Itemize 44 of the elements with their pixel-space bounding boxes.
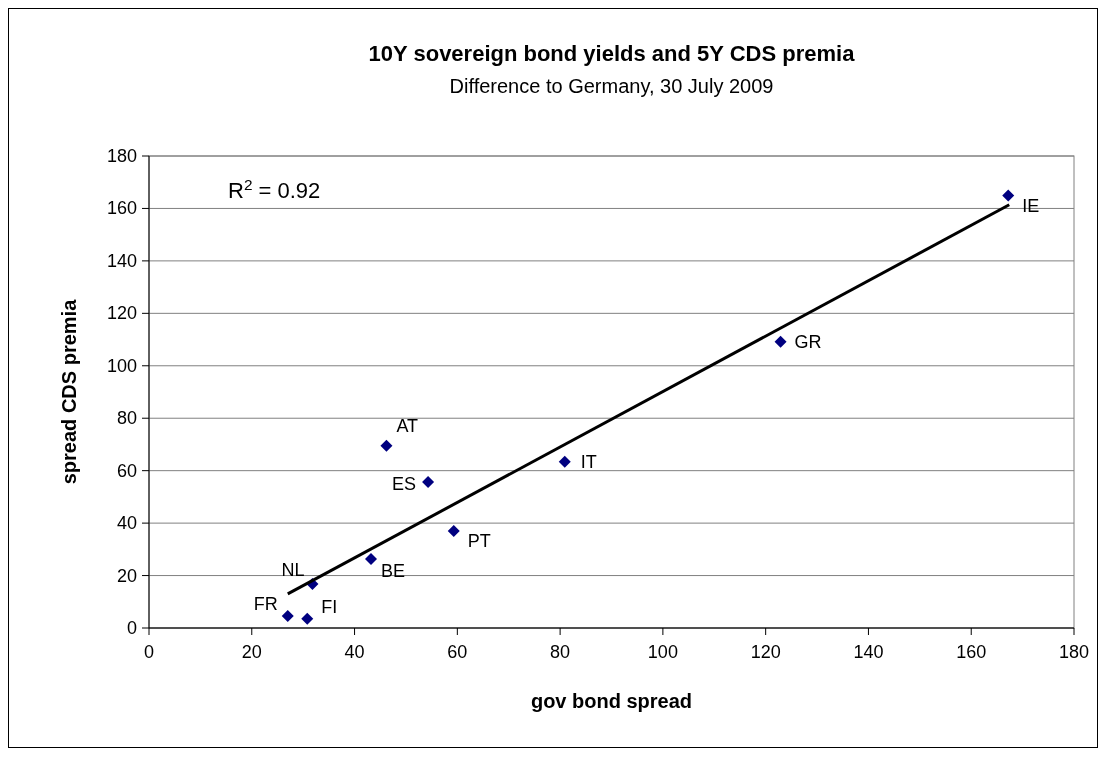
y-tick-label: 180 — [106, 146, 137, 166]
point — [281, 609, 294, 622]
y-tick-label: 100 — [106, 355, 137, 376]
y-tick-label: 20 — [116, 565, 137, 586]
x-tick-label: 20 — [241, 642, 262, 662]
point — [380, 439, 393, 452]
x-tick-label: 80 — [550, 642, 571, 662]
y-tick-label: 160 — [106, 198, 137, 219]
x-tick-label: 40 — [344, 642, 365, 662]
annotation: IT — [580, 451, 597, 472]
annotation: PT — [467, 530, 491, 551]
point — [422, 475, 435, 488]
annotation: FI — [321, 596, 338, 617]
annotation: FR — [253, 593, 278, 614]
y-tick-label: 120 — [106, 303, 137, 324]
y-tick-label: 40 — [116, 513, 137, 534]
x-tick-label: 140 — [853, 642, 884, 662]
point — [365, 553, 377, 566]
point — [558, 455, 571, 468]
chart-subtitle: Difference to Germany, 30 July 2009 — [449, 75, 774, 97]
chart-title: 10Y sovereign bond yields and 5Y CDS premia — [368, 41, 856, 66]
x-tick-label: 100 — [647, 642, 678, 662]
point — [774, 335, 787, 348]
annotation: BE — [381, 561, 406, 582]
y-tick-label: 0 — [126, 618, 137, 638]
y-axis-title: spread CDS premia — [58, 298, 80, 485]
point — [1002, 189, 1015, 202]
x-tick-label: 120 — [750, 642, 781, 662]
annotation: ES — [392, 473, 417, 494]
annotation: R$^{2}$ = 0.92 — [228, 175, 321, 203]
x-tick-label: 180 — [1058, 642, 1090, 662]
x-axis-title: gov bond spread — [530, 690, 693, 712]
annotation: GR — [794, 331, 822, 352]
point — [447, 524, 460, 537]
x-tick-label: 60 — [447, 642, 468, 662]
y-tick-label: 60 — [116, 460, 137, 481]
annotation: AT — [396, 415, 419, 436]
annotation: IE — [1022, 195, 1040, 216]
y-tick-label: 140 — [106, 250, 137, 271]
annotation: NL — [281, 559, 305, 580]
x-tick-label: 160 — [956, 642, 987, 662]
point — [301, 612, 314, 625]
y-tick-label: 80 — [116, 408, 137, 429]
x-tick-label: 0 — [143, 642, 155, 662]
